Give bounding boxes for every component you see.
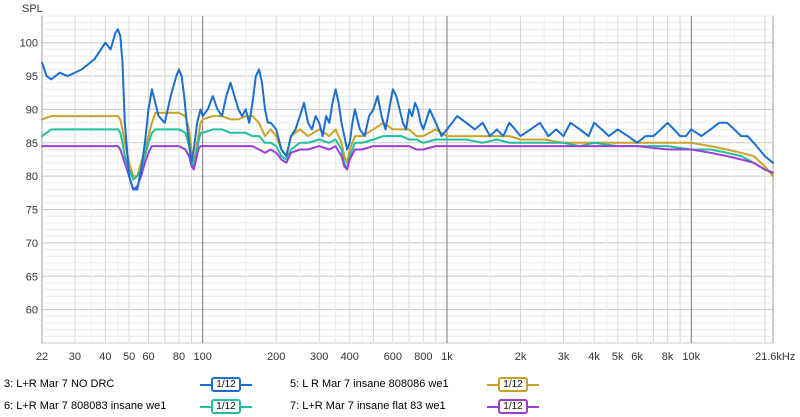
- series-lines: [41, 28, 774, 191]
- x-tick-label: 300: [310, 351, 328, 363]
- legend-label-series-3[interactable]: 3: L+R Mar 7 NO DRC: [4, 378, 115, 390]
- y-tick-label: 70: [26, 238, 38, 250]
- y-tick-label: 60: [26, 305, 38, 317]
- series-line-4[interactable]: [41, 145, 774, 191]
- axes: SPL 60 65 70 75 80 85 90 95 100 22 30 40 50 60 80 100 200…: [20, 3, 796, 363]
- x-tick-label: 800: [414, 351, 432, 363]
- x-tick-label: 80: [173, 351, 185, 363]
- x-tick-label: 10k: [682, 351, 700, 363]
- x-tick-label: 50: [123, 351, 135, 363]
- x-tick-label: 8k: [662, 351, 674, 363]
- x-tick-label: 200: [267, 351, 285, 363]
- x-tick-label: 22: [36, 351, 48, 363]
- legend-label-series-7[interactable]: 7: L+R Mar 7 insane flat 83 we1: [290, 400, 446, 412]
- smoothing-badge-series-5[interactable]: 1/12: [498, 377, 528, 392]
- plot-area: [41, 15, 774, 344]
- x-tick-label: 60: [142, 351, 154, 363]
- smoothing-badge-series-6[interactable]: 1/12: [211, 399, 241, 414]
- legend-label-series-6[interactable]: 6: L+R Mar 7 808083 insane we1: [4, 400, 167, 412]
- y-tick-label: 75: [26, 205, 38, 217]
- y-tick-label: 85: [26, 138, 38, 150]
- x-tick-label: 4k: [588, 351, 600, 363]
- smoothing-badge-series-7[interactable]: 1/12: [498, 399, 528, 414]
- x-tick-label: 100: [193, 351, 211, 363]
- x-tick-label: 3k: [558, 351, 570, 363]
- y-tick-label: 90: [26, 104, 38, 116]
- series-line-1[interactable]: [41, 28, 774, 191]
- x-tick-label: 6k: [631, 351, 643, 363]
- x-tick-label: 21.6kHz: [755, 351, 795, 363]
- x-tick-label: 600: [384, 351, 402, 363]
- series-line-2[interactable]: [41, 111, 774, 178]
- x-tick-label: 30: [69, 351, 81, 363]
- x-tick-label: 2k: [515, 351, 527, 363]
- x-tick-label: 40: [99, 351, 111, 363]
- grid: [41, 15, 774, 344]
- y-axis-label: SPL: [22, 3, 43, 15]
- x-tick-label: 5k: [612, 351, 624, 363]
- y-tick-label: 95: [26, 71, 38, 83]
- y-tick-label: 100: [20, 38, 38, 50]
- y-tick-label: 65: [26, 271, 38, 283]
- smoothing-badge-series-3[interactable]: 1/12: [211, 377, 241, 392]
- x-tick-label: 400: [341, 351, 359, 363]
- legend-label-series-5[interactable]: 5: L R Mar 7 insane 808086 we1: [290, 378, 449, 390]
- x-tick-label: 1k: [441, 351, 453, 363]
- series-line-3[interactable]: [41, 128, 774, 181]
- y-tick-label: 80: [26, 171, 38, 183]
